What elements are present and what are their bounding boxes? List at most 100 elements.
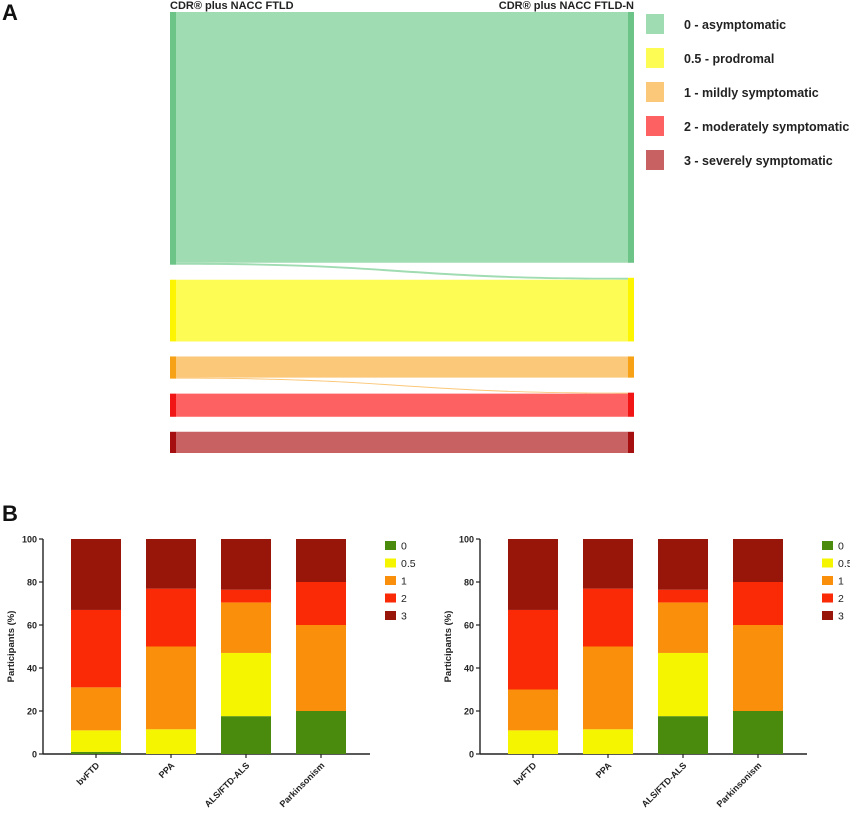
bar-segment-ppa-1 xyxy=(146,646,196,730)
y-tick-label: 0 xyxy=(32,750,37,760)
bar-segment-parkinsonism-0 xyxy=(296,711,346,754)
bar-legend-label-0: 0 xyxy=(401,541,407,553)
bar-segment-bvftd-0-5 xyxy=(71,730,121,752)
bar-segment-bvftd-3 xyxy=(508,539,558,610)
x-tick-label-bvftd: bvFTD xyxy=(512,760,539,787)
bar-legend-label-3: 3 xyxy=(838,611,844,623)
sankey-node-right-2-moderately-symptomatic xyxy=(628,392,634,417)
stacked-bar-chart-right: 0 20 40 60 80 100 Participants (%) bvFTD PPA ALS/… xyxy=(443,535,850,810)
bar-legend-swatch-1 xyxy=(822,576,833,585)
bar-segment-parkinsonism-2 xyxy=(733,582,783,625)
bar-segment-als-ftd-als-0 xyxy=(658,716,708,754)
x-tick-label-parkinsonism: Parkinsonism xyxy=(715,760,764,809)
y-tick-label: 40 xyxy=(464,664,474,674)
legend-label-1-mildly-symptomatic: 1 - mildly symptomatic xyxy=(684,86,819,100)
y-tick-label: 20 xyxy=(464,707,474,717)
bar-segment-bvftd-0-5 xyxy=(508,730,558,754)
x-tick-label-bvftd: bvFTD xyxy=(75,760,102,787)
bar-segment-als-ftd-als-1 xyxy=(658,602,708,653)
bar-legend-swatch-2 xyxy=(385,593,396,603)
legend-label-0-5-prodromal: 0.5 - prodromal xyxy=(684,52,774,66)
legend-swatch-0-5-prodromal xyxy=(646,48,664,68)
sankey-left-header: CDR® plus NACC FTLD xyxy=(170,0,294,12)
bar-legend-swatch-3 xyxy=(822,611,833,620)
sankey-node-right-0-asymptomatic xyxy=(628,12,634,263)
x-tick-label-ppa: PPA xyxy=(594,760,614,780)
bar-legend-label-2: 2 xyxy=(401,593,407,605)
x-tick-label-parkinsonism: Parkinsonism xyxy=(278,760,327,809)
bar-segment-parkinsonism-1 xyxy=(296,625,346,711)
bar-legend-swatch-0 xyxy=(385,541,396,550)
panel-b-label: B xyxy=(2,501,18,526)
y-tick-label: 40 xyxy=(27,664,37,674)
y-tick-label: 60 xyxy=(27,621,37,631)
bar-legend-swatch-3 xyxy=(385,611,396,620)
bar-segment-ppa-2 xyxy=(146,588,196,647)
sankey-link-0-asymptomatic-to-0-asymptomatic xyxy=(176,12,628,263)
y-tick-label: 20 xyxy=(27,707,37,717)
sankey-link-0-5-prodromal-to-0-5-prodromal xyxy=(176,279,628,342)
sankey-legend: 0 - asymptomatic 0.5 - prodromal 1 - mildl… xyxy=(646,14,849,170)
bar-segment-bvftd-2 xyxy=(71,609,121,688)
bar-segment-ppa-3 xyxy=(146,539,196,589)
bar-legend-swatch-0 xyxy=(822,541,833,550)
bar-segment-ppa-3 xyxy=(583,539,633,589)
bar-legend-label-0-5: 0.5 xyxy=(401,558,416,570)
bar-segment-als-ftd-als-0 xyxy=(221,716,271,754)
legend-label-0-asymptomatic: 0 - asymptomatic xyxy=(684,18,786,32)
legend-label-2-moderately-symptomatic: 2 - moderately symptomatic xyxy=(684,120,849,134)
bar-segment-parkinsonism-3 xyxy=(733,539,783,582)
bar-segment-ppa-0-5 xyxy=(146,729,196,754)
bar-segment-als-ftd-als-3 xyxy=(221,539,271,590)
sankey-link-0-asymptomatic-to-0-5-prodromal xyxy=(176,262,628,280)
sankey-link-2-moderately-symptomatic-to-2-moderately-symptomatic xyxy=(176,393,628,417)
bar-segment-bvftd-3 xyxy=(71,539,121,610)
sankey-node-left-0-5-prodromal xyxy=(170,279,176,342)
y-axis-title: Participants (%) xyxy=(443,611,454,683)
sankey-link-1-mildly-symptomatic-to-1-mildly-symptomatic xyxy=(176,356,628,378)
legend-swatch-2-moderately-symptomatic xyxy=(646,116,664,136)
sankey-link-1-mildly-symptomatic-to-2-moderately-symptomatic xyxy=(176,377,628,394)
bar-segment-bvftd-0 xyxy=(71,751,121,754)
bar-segment-als-ftd-als-0-5 xyxy=(658,652,708,717)
bar-segment-parkinsonism-2 xyxy=(296,582,346,625)
sankey-links xyxy=(176,12,628,453)
bar-segment-bvftd-1 xyxy=(508,689,558,731)
y-axis-title: Participants (%) xyxy=(6,611,17,683)
legend-swatch-3-severely-symptomatic xyxy=(646,150,664,170)
bar-segment-parkinsonism-3 xyxy=(296,539,346,582)
sankey-node-right-0-5-prodromal xyxy=(628,277,634,342)
y-tick-label: 100 xyxy=(459,535,474,545)
sankey-right-header: CDR® plus NACC FTLD-N xyxy=(499,0,634,12)
bar-segment-als-ftd-als-3 xyxy=(658,539,708,590)
bar-segment-als-ftd-als-2 xyxy=(221,589,271,603)
sankey-node-left-3-severely-symptomatic xyxy=(170,431,176,453)
bar-legend-label-2: 2 xyxy=(838,593,844,605)
panel-a-label: A xyxy=(2,0,18,25)
sankey-node-left-1-mildly-symptomatic xyxy=(170,356,176,379)
bar-legend-label-1: 1 xyxy=(838,576,844,588)
x-tick-label-ppa: PPA xyxy=(157,760,177,780)
y-tick-label: 100 xyxy=(22,535,37,545)
y-tick-label: 60 xyxy=(464,621,474,631)
x-tick-label-als-ftd-als: ALS/FTD-ALS xyxy=(640,760,689,809)
bar-segment-ppa-2 xyxy=(583,588,633,647)
sankey-link-3-severely-symptomatic-to-3-severely-symptomatic xyxy=(176,431,628,453)
bar-segment-bvftd-2 xyxy=(508,609,558,690)
sankey-node-left-0-asymptomatic xyxy=(170,12,176,265)
bar-legend-label-0-5: 0.5 xyxy=(838,558,850,570)
x-tick-label-als-ftd-als: ALS/FTD-ALS xyxy=(203,760,252,809)
bar-segment-als-ftd-als-1 xyxy=(221,602,271,653)
y-tick-label: 0 xyxy=(469,750,474,760)
bar-legend-label-1: 1 xyxy=(401,576,407,588)
y-tick-label: 80 xyxy=(27,578,37,588)
bar-legend-swatch-0-5 xyxy=(385,558,396,568)
y-tick-label: 80 xyxy=(464,578,474,588)
bar-segment-parkinsonism-1 xyxy=(733,625,783,711)
bar-segment-als-ftd-als-2 xyxy=(658,589,708,603)
legend-label-3-severely-symptomatic: 3 - severely symptomatic xyxy=(684,154,833,168)
bar-segment-als-ftd-als-0-5 xyxy=(221,652,271,717)
legend-swatch-1-mildly-symptomatic xyxy=(646,82,664,102)
